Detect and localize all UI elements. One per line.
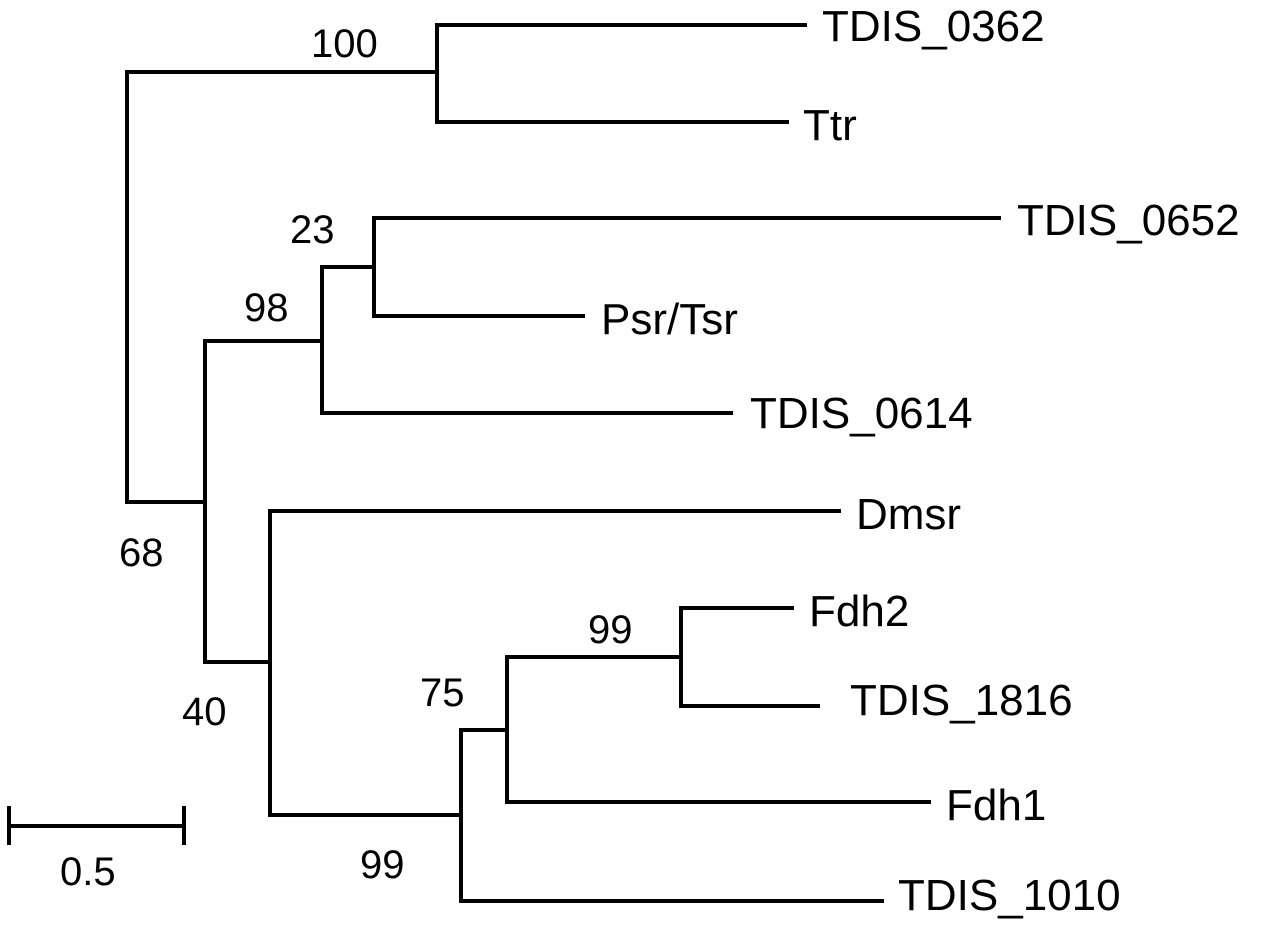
leaf-label-tdis-0362: TDIS_0362 — [822, 2, 1045, 51]
support-value-node-75: 75 — [420, 671, 465, 715]
leaf-labels: TDIS_0362 Ttr TDIS_0652 Psr/Tsr TDIS_061… — [601, 2, 1240, 920]
support-value-node-100: 100 — [311, 22, 378, 66]
support-value-node-98: 98 — [244, 286, 289, 330]
leaf-label-tdis-0614: TDIS_0614 — [750, 389, 973, 438]
support-value-node-68: 68 — [119, 531, 164, 575]
leaf-label-ttr: Ttr — [803, 101, 857, 150]
leaf-label-psr-tsr: Psr/Tsr — [601, 295, 738, 344]
scale-bar: 0.5 — [7, 806, 186, 894]
leaf-label-tdis-1010: TDIS_1010 — [898, 871, 1121, 920]
tree-branches — [125, 23, 1001, 903]
leaf-label-tdis-0652: TDIS_0652 — [1017, 196, 1240, 245]
leaf-label-fdh1: Fdh1 — [946, 781, 1046, 830]
support-value-node-99-upper: 99 — [588, 608, 633, 652]
scale-bar-label: 0.5 — [60, 850, 116, 894]
leaf-label-fdh2: Fdh2 — [809, 587, 909, 636]
branch-root — [125, 70, 439, 504]
support-values: 100 23 98 68 40 99 75 99 — [119, 22, 633, 887]
leaf-label-tdis-1816: TDIS_1816 — [850, 676, 1073, 725]
leaf-label-dmsr: Dmsr — [856, 490, 961, 539]
support-value-node-40: 40 — [182, 690, 227, 734]
scale-bar-line — [7, 806, 186, 845]
support-value-node-99-lower: 99 — [360, 843, 405, 887]
support-value-node-23: 23 — [290, 208, 335, 252]
